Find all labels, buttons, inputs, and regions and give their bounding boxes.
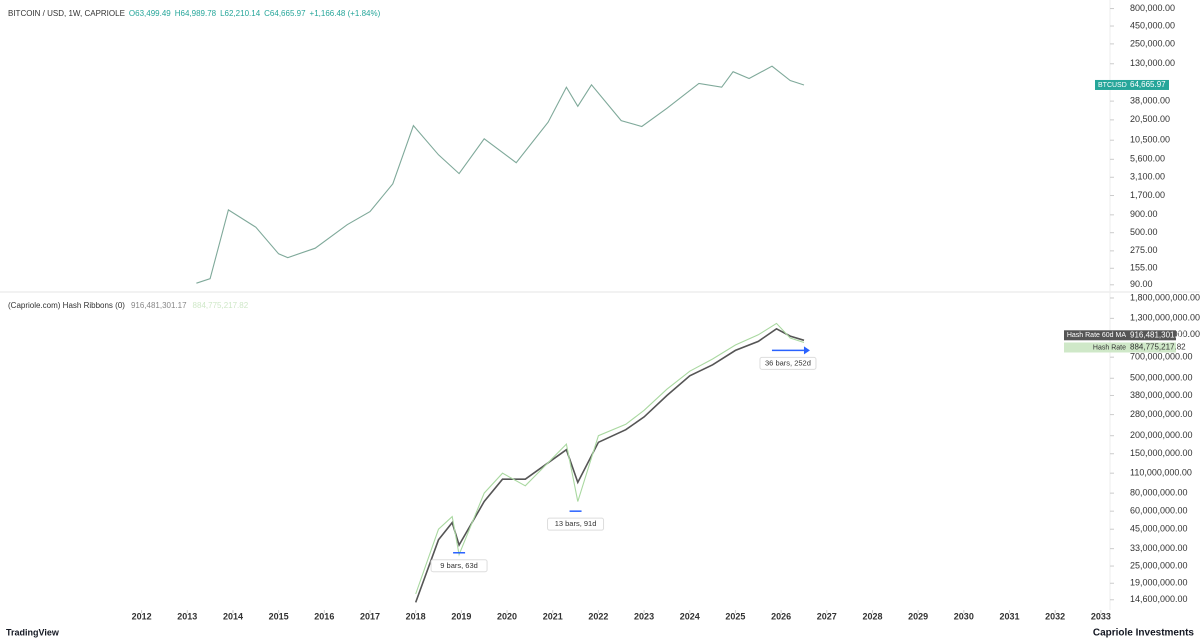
x-tick-label: 2014	[223, 611, 243, 621]
annotation-label: 36 bars, 252d	[765, 358, 811, 367]
y-tick-label: 150,000,000.00	[1130, 448, 1193, 458]
y-tick-label: 20,500.00	[1130, 114, 1170, 124]
x-tick-label: 2028	[862, 611, 882, 621]
y-tick-label: 5,600.00	[1130, 154, 1165, 164]
badge-value: 916,481,301.17	[1130, 330, 1186, 339]
y-tick-label: 38,000.00	[1130, 95, 1170, 105]
y-tick-label: 19,000,000.00	[1130, 578, 1188, 588]
x-tick-label: 2012	[132, 611, 152, 621]
pane-header: (Capriole.com) Hash Ribbons (0) 916,481,3…	[8, 301, 249, 310]
y-tick-label: 33,000,000.00	[1130, 543, 1188, 553]
x-tick-label: 2017	[360, 611, 380, 621]
y-tick-label: 280,000,000.00	[1130, 409, 1193, 419]
series-line	[415, 322, 805, 595]
x-tick-label: 2021	[543, 611, 563, 621]
y-tick-label: 130,000.00	[1130, 58, 1175, 68]
x-tick-label: 2025	[725, 611, 745, 621]
y-tick-label: 380,000,000.00	[1130, 390, 1193, 400]
y-tick-label: 80,000,000.00	[1130, 488, 1188, 498]
ohlc-value: O63,499.49	[129, 9, 171, 18]
pane-title: BITCOIN / USD, 1W, CAPRIOLE	[8, 9, 125, 18]
footer-left: TradingView	[6, 627, 60, 637]
x-tick-label: 2013	[177, 611, 197, 621]
header-value: 884,775,217.82	[193, 301, 249, 310]
x-tick-label: 2031	[999, 611, 1019, 621]
x-tick-label: 2024	[680, 611, 700, 621]
header-value: 916,481,301.17	[131, 301, 187, 310]
y-tick-label: 200,000,000.00	[1130, 430, 1193, 440]
annotation-label: 13 bars, 91d	[555, 519, 597, 528]
y-tick-label: 1,700.00	[1130, 190, 1165, 200]
badge-bg	[1095, 79, 1169, 90]
x-tick-label: 2032	[1045, 611, 1065, 621]
y-tick-label: 110,000,000.00	[1130, 468, 1192, 478]
y-tick-label: 155.00	[1130, 263, 1158, 273]
x-tick-label: 2029	[908, 611, 928, 621]
x-tick-label: 2023	[634, 611, 654, 621]
annotation-box	[430, 559, 488, 573]
y-tick-label: 900.00	[1130, 209, 1158, 219]
y-tick-label: 1,800,000,000.00	[1130, 292, 1200, 302]
badge-name: Hash Rate 60d MA	[1067, 332, 1126, 339]
badge-bg	[1064, 342, 1176, 353]
y-tick-label: 60,000,000.00	[1130, 506, 1188, 516]
x-tick-label: 2030	[954, 611, 974, 621]
x-tick-label: 2020	[497, 611, 517, 621]
y-tick-label: 500,000,000.00	[1130, 373, 1193, 383]
arrow-head	[803, 346, 810, 355]
pane-header: BITCOIN / USD, 1W, CAPRIOLE O63,499.49 H64…	[8, 9, 381, 18]
ohlc-value: H64,989.78	[175, 9, 217, 18]
y-tick-label: 3,100.00	[1130, 172, 1165, 182]
y-tick-label: 800,000.00	[1130, 3, 1175, 13]
y-tick-label: 450,000.00	[1130, 20, 1175, 30]
x-tick-label: 2016	[314, 611, 334, 621]
y-tick-label: 275.00	[1130, 245, 1158, 255]
y-tick-label: 10,500.00	[1130, 135, 1170, 145]
ohlc-value: C64,665.97	[264, 9, 306, 18]
badge-bg	[1064, 330, 1176, 341]
y-tick-label: 14,600,000.00	[1130, 594, 1188, 604]
x-tick-label: 2015	[269, 611, 289, 621]
y-tick-label: 45,000,000.00	[1130, 524, 1188, 534]
x-tick-label: 2022	[588, 611, 608, 621]
series-line	[196, 65, 805, 284]
x-tick-label: 2026	[771, 611, 791, 621]
ohlc-value: +1,166.48 (+1.84%)	[310, 9, 381, 18]
badge-name: Hash Rate	[1093, 344, 1126, 351]
y-tick-label: 250,000.00	[1130, 38, 1175, 48]
pane-title: (Capriole.com) Hash Ribbons (0)	[8, 301, 125, 310]
annotation-box	[547, 517, 605, 531]
y-tick-label: 700,000,000.00	[1130, 352, 1193, 362]
y-tick-label: 500.00	[1130, 227, 1158, 237]
annotation-box	[759, 356, 817, 370]
x-tick-label: 2033	[1091, 611, 1111, 621]
x-tick-label: 2027	[817, 611, 837, 621]
ohlc-value: L62,210.14	[220, 9, 261, 18]
badge-value: 884,775,217.82	[1130, 343, 1186, 352]
footer-right: Capriole Investments	[1093, 628, 1195, 639]
y-tick-label: 90.00	[1130, 279, 1153, 289]
badge-name: BTCUSD	[1098, 82, 1127, 89]
y-tick-label: 1,300,000,000.00	[1130, 313, 1200, 323]
series-line	[414, 327, 805, 603]
annotation-label: 9 bars, 63d	[440, 561, 478, 570]
y-tick-label: 25,000,000.00	[1130, 560, 1188, 570]
x-tick-label: 2018	[406, 611, 426, 621]
badge-value: 64,665.97	[1130, 80, 1166, 89]
x-tick-label: 2019	[451, 611, 471, 621]
